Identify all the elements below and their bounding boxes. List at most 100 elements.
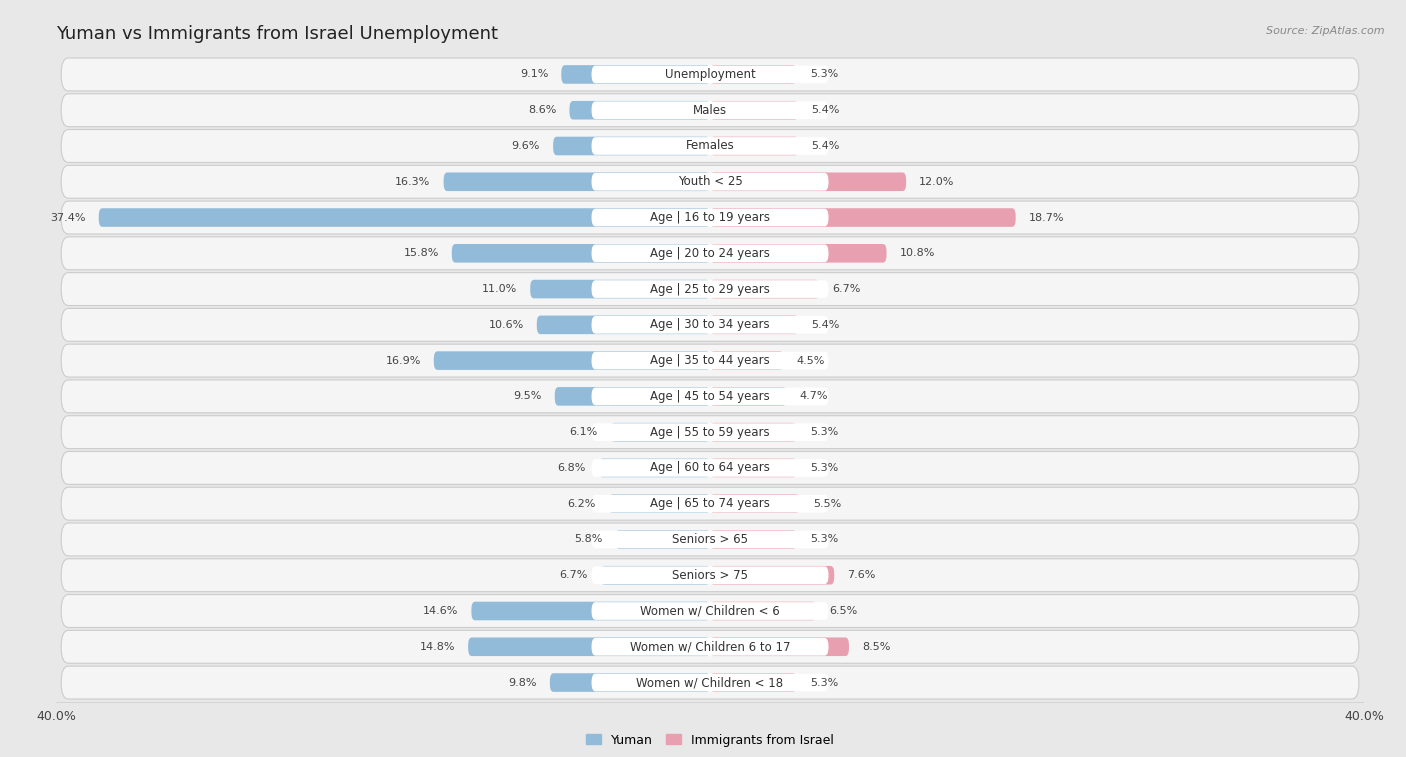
- Text: 7.6%: 7.6%: [848, 570, 876, 580]
- Text: 16.3%: 16.3%: [395, 177, 430, 187]
- Text: Age | 16 to 19 years: Age | 16 to 19 years: [650, 211, 770, 224]
- Text: 4.7%: 4.7%: [800, 391, 828, 401]
- Text: 5.3%: 5.3%: [810, 678, 838, 687]
- FancyBboxPatch shape: [60, 380, 1360, 413]
- FancyBboxPatch shape: [60, 308, 1360, 341]
- FancyBboxPatch shape: [592, 388, 828, 405]
- FancyBboxPatch shape: [710, 530, 797, 549]
- Legend: Yuman, Immigrants from Israel: Yuman, Immigrants from Israel: [586, 734, 834, 746]
- FancyBboxPatch shape: [710, 423, 797, 441]
- Text: Women w/ Children < 6: Women w/ Children < 6: [640, 605, 780, 618]
- FancyBboxPatch shape: [710, 494, 800, 513]
- FancyBboxPatch shape: [592, 531, 828, 548]
- FancyBboxPatch shape: [599, 459, 710, 477]
- Text: Seniors > 65: Seniors > 65: [672, 533, 748, 546]
- FancyBboxPatch shape: [600, 566, 710, 584]
- Text: Females: Females: [686, 139, 734, 152]
- Text: Age | 35 to 44 years: Age | 35 to 44 years: [650, 354, 770, 367]
- Text: 6.7%: 6.7%: [560, 570, 588, 580]
- FancyBboxPatch shape: [710, 137, 799, 155]
- FancyBboxPatch shape: [592, 352, 828, 369]
- Text: 9.1%: 9.1%: [520, 70, 548, 79]
- Text: Women w/ Children 6 to 17: Women w/ Children 6 to 17: [630, 640, 790, 653]
- FancyBboxPatch shape: [592, 245, 828, 262]
- Text: 6.2%: 6.2%: [567, 499, 596, 509]
- Text: 11.0%: 11.0%: [482, 284, 517, 294]
- FancyBboxPatch shape: [60, 344, 1360, 377]
- FancyBboxPatch shape: [60, 129, 1360, 163]
- Text: 5.3%: 5.3%: [810, 70, 838, 79]
- Text: Age | 65 to 74 years: Age | 65 to 74 years: [650, 497, 770, 510]
- FancyBboxPatch shape: [569, 101, 710, 120]
- Text: Youth < 25: Youth < 25: [678, 176, 742, 188]
- FancyBboxPatch shape: [451, 244, 710, 263]
- FancyBboxPatch shape: [60, 488, 1360, 520]
- Text: 4.5%: 4.5%: [797, 356, 825, 366]
- FancyBboxPatch shape: [710, 637, 849, 656]
- FancyBboxPatch shape: [471, 602, 710, 620]
- FancyBboxPatch shape: [537, 316, 710, 334]
- FancyBboxPatch shape: [60, 273, 1360, 306]
- FancyBboxPatch shape: [592, 66, 828, 83]
- Text: 5.4%: 5.4%: [811, 105, 839, 115]
- FancyBboxPatch shape: [616, 530, 710, 549]
- Text: 18.7%: 18.7%: [1029, 213, 1064, 223]
- FancyBboxPatch shape: [609, 494, 710, 513]
- FancyBboxPatch shape: [592, 423, 828, 441]
- FancyBboxPatch shape: [592, 316, 828, 334]
- Text: 9.6%: 9.6%: [512, 141, 540, 151]
- Text: 5.3%: 5.3%: [810, 463, 838, 473]
- Text: 5.3%: 5.3%: [810, 534, 838, 544]
- Text: 5.3%: 5.3%: [810, 427, 838, 437]
- Text: Unemployment: Unemployment: [665, 68, 755, 81]
- Text: 5.4%: 5.4%: [811, 141, 839, 151]
- Text: 5.5%: 5.5%: [813, 499, 841, 509]
- FancyBboxPatch shape: [444, 173, 710, 191]
- Text: 16.9%: 16.9%: [385, 356, 420, 366]
- FancyBboxPatch shape: [60, 451, 1360, 484]
- FancyBboxPatch shape: [592, 173, 828, 191]
- Text: Age | 60 to 64 years: Age | 60 to 64 years: [650, 462, 770, 475]
- FancyBboxPatch shape: [60, 94, 1360, 126]
- FancyBboxPatch shape: [710, 208, 1015, 227]
- Text: Yuman vs Immigrants from Israel Unemployment: Yuman vs Immigrants from Israel Unemploy…: [56, 25, 498, 43]
- FancyBboxPatch shape: [60, 58, 1360, 91]
- FancyBboxPatch shape: [710, 280, 820, 298]
- Text: 12.0%: 12.0%: [920, 177, 955, 187]
- FancyBboxPatch shape: [468, 637, 710, 656]
- FancyBboxPatch shape: [592, 602, 828, 620]
- FancyBboxPatch shape: [710, 459, 797, 477]
- Text: 10.6%: 10.6%: [488, 320, 523, 330]
- Text: 8.5%: 8.5%: [862, 642, 890, 652]
- FancyBboxPatch shape: [710, 101, 799, 120]
- FancyBboxPatch shape: [98, 208, 710, 227]
- Text: 6.5%: 6.5%: [830, 606, 858, 616]
- FancyBboxPatch shape: [553, 137, 710, 155]
- Text: Source: ZipAtlas.com: Source: ZipAtlas.com: [1267, 26, 1385, 36]
- FancyBboxPatch shape: [592, 638, 828, 656]
- FancyBboxPatch shape: [610, 423, 710, 441]
- Text: 9.8%: 9.8%: [509, 678, 537, 687]
- FancyBboxPatch shape: [710, 566, 834, 584]
- FancyBboxPatch shape: [710, 173, 905, 191]
- FancyBboxPatch shape: [60, 666, 1360, 699]
- Text: 8.6%: 8.6%: [529, 105, 557, 115]
- Text: 15.8%: 15.8%: [404, 248, 439, 258]
- FancyBboxPatch shape: [60, 631, 1360, 663]
- FancyBboxPatch shape: [592, 495, 828, 512]
- FancyBboxPatch shape: [710, 316, 799, 334]
- FancyBboxPatch shape: [550, 673, 710, 692]
- FancyBboxPatch shape: [592, 674, 828, 691]
- FancyBboxPatch shape: [60, 416, 1360, 449]
- Text: 37.4%: 37.4%: [51, 213, 86, 223]
- Text: 5.8%: 5.8%: [574, 534, 602, 544]
- FancyBboxPatch shape: [561, 65, 710, 84]
- Text: 5.4%: 5.4%: [811, 320, 839, 330]
- Text: 14.8%: 14.8%: [419, 642, 456, 652]
- Text: 14.6%: 14.6%: [423, 606, 458, 616]
- Text: Age | 55 to 59 years: Age | 55 to 59 years: [650, 425, 770, 438]
- Text: 6.8%: 6.8%: [557, 463, 586, 473]
- FancyBboxPatch shape: [592, 459, 828, 477]
- Text: Males: Males: [693, 104, 727, 117]
- Text: Age | 20 to 24 years: Age | 20 to 24 years: [650, 247, 770, 260]
